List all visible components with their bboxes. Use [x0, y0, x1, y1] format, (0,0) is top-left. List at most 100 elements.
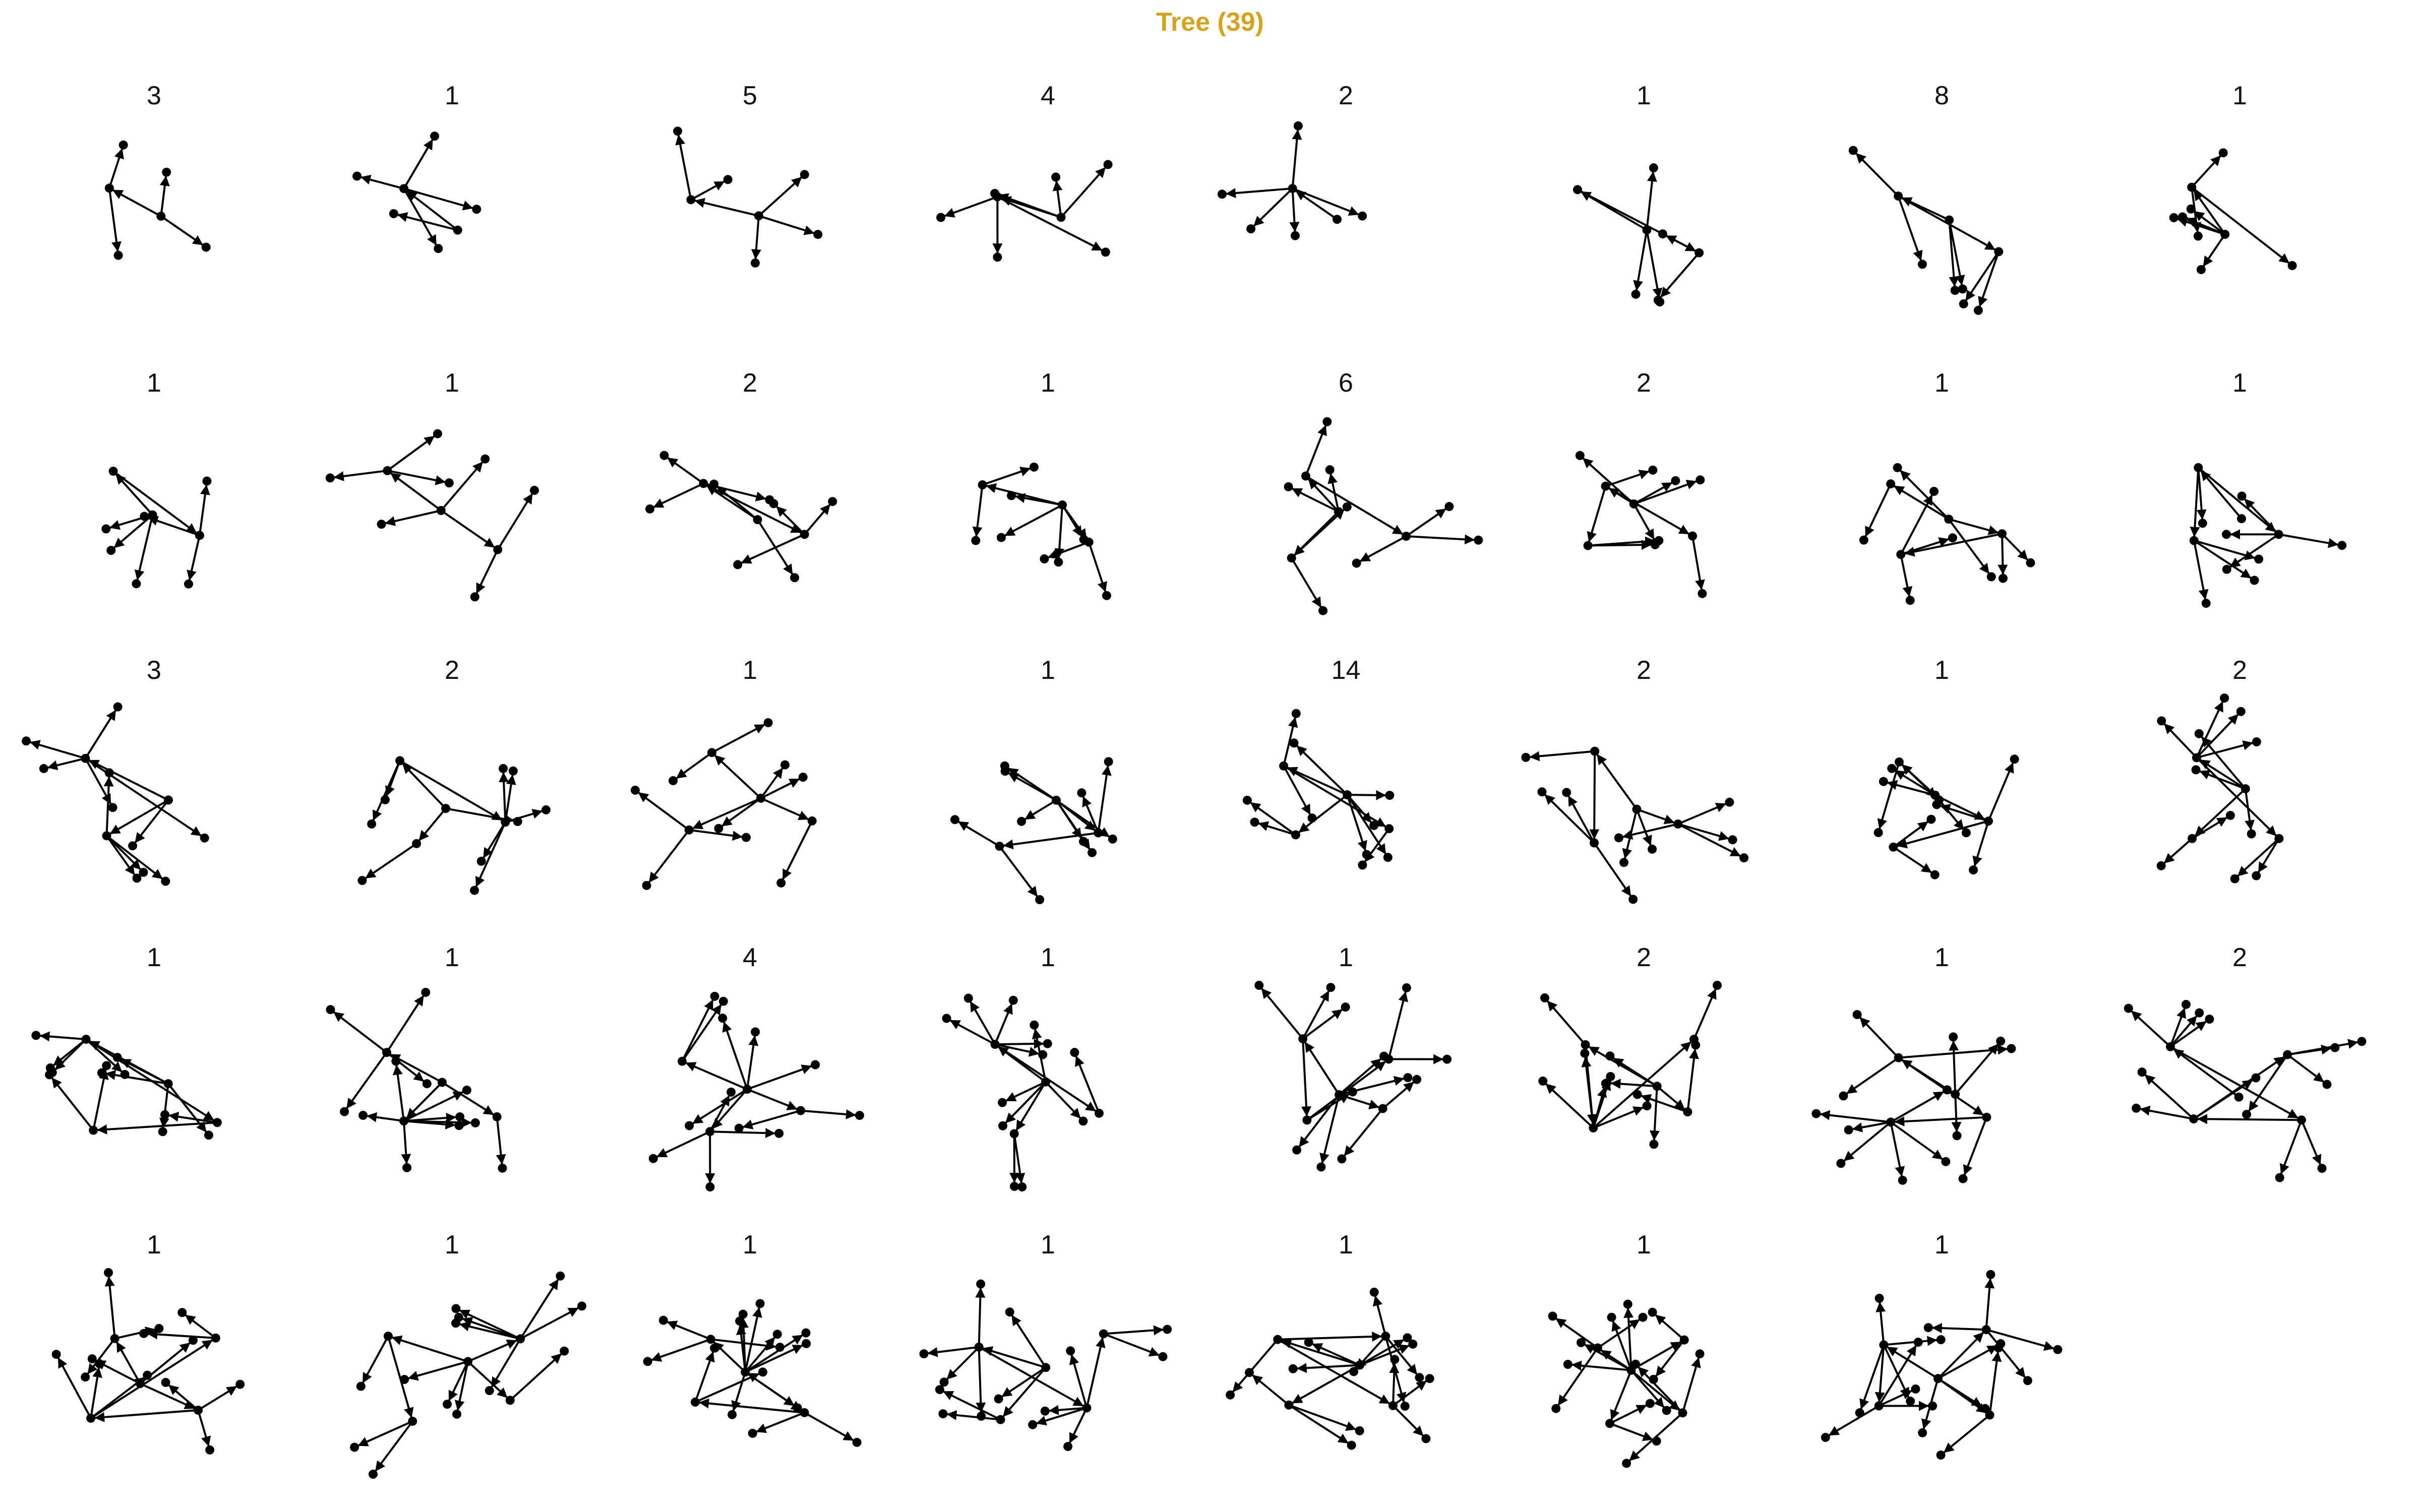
tree-edge — [944, 196, 998, 218]
tree-node — [852, 1437, 862, 1447]
tree-panel: 2 — [1495, 307, 1793, 598]
tree-edge — [1015, 1081, 1047, 1131]
tree-node — [454, 1121, 464, 1130]
tree-node — [1369, 1287, 1379, 1297]
tree-node — [1316, 1162, 1326, 1172]
tree-graph — [2156, 694, 2284, 884]
tree-edge — [1547, 1000, 1587, 1046]
tree-node — [2205, 1015, 2214, 1024]
tree-node — [706, 1335, 715, 1344]
tree-edge — [112, 470, 197, 534]
tree-edge — [751, 216, 761, 260]
tree-graph — [101, 466, 212, 589]
tree-node — [452, 1409, 462, 1419]
tree-node — [718, 996, 728, 1006]
tree-edge — [681, 1004, 722, 1062]
panel-count-label: 4 — [1041, 81, 1055, 110]
tree-edge — [2196, 740, 2254, 759]
tree-node — [1623, 1299, 1632, 1309]
tree-node — [1334, 507, 1343, 517]
tree-node — [421, 987, 431, 997]
tree-edge — [804, 504, 830, 535]
tree-node — [741, 1367, 750, 1377]
tree-node — [1030, 1020, 1039, 1030]
tree-panel: 2 — [2091, 595, 2389, 884]
tree-node — [1412, 1075, 1422, 1084]
tree-edge — [198, 484, 210, 536]
tree-node — [1577, 1338, 1586, 1347]
tree-node — [1673, 819, 1683, 829]
tree-node — [1629, 499, 1639, 509]
tree-edge — [467, 1360, 508, 1398]
tree-node — [1695, 248, 1704, 258]
tree-edge — [1931, 1323, 1986, 1334]
tree-node — [113, 250, 123, 260]
tree-panel: 1 — [601, 595, 899, 890]
tree-edge — [698, 1398, 805, 1414]
tree-node — [1379, 1051, 1389, 1061]
tree-node — [1108, 834, 1117, 844]
tree-panel: 2 — [601, 307, 899, 595]
tree-panel: 1 — [1495, 20, 1793, 307]
tree-edge — [1283, 765, 1311, 815]
tree-node — [2165, 1042, 2175, 1051]
tree-node — [2241, 784, 2250, 794]
tree-node — [200, 833, 209, 843]
tree-node — [2007, 1044, 2016, 1053]
tree-edge — [998, 193, 1062, 219]
tree-node — [1000, 767, 1010, 776]
tree-node — [1898, 1175, 1907, 1185]
tree-node — [1601, 1079, 1610, 1088]
tree-node — [1894, 1053, 1903, 1062]
tree-edge — [1048, 1405, 1087, 1415]
tree-node — [2222, 564, 2231, 574]
tree-edge — [197, 1385, 237, 1411]
tree-node — [1349, 1367, 1359, 1376]
tree-node — [1103, 160, 1113, 169]
tree-node — [499, 764, 508, 773]
tree-edge — [1008, 772, 1057, 801]
tree-panel: 1 — [303, 1169, 601, 1479]
tree-edge — [386, 995, 425, 1053]
tree-graph — [357, 756, 551, 895]
tree-node — [163, 795, 173, 805]
tree-node — [1874, 1401, 1884, 1411]
tree-node — [936, 213, 946, 222]
tree-node — [798, 773, 808, 782]
tree-node — [756, 793, 766, 803]
tree-edge — [1978, 251, 2000, 307]
tree-node — [161, 876, 170, 886]
tree-node — [950, 815, 960, 825]
tree-node — [87, 1354, 97, 1364]
tree-edge — [367, 1112, 404, 1122]
tree-node — [1614, 833, 1623, 843]
tree-edge — [406, 1082, 443, 1119]
tree-node — [705, 1182, 715, 1191]
tree-node — [2026, 558, 2035, 568]
tree-edge — [1898, 1057, 1984, 1116]
tree-node — [357, 875, 367, 885]
tree-node — [1245, 1368, 1254, 1377]
tree-panel: 14 — [1197, 595, 1495, 882]
tree-node — [1601, 481, 1610, 491]
tree-edge — [403, 188, 437, 246]
tree-node — [194, 1405, 203, 1415]
tree-edge — [1253, 187, 1294, 227]
tree-node — [2169, 213, 2179, 222]
tree-node — [556, 1271, 565, 1281]
tree-edge — [390, 472, 442, 512]
tree-node — [2189, 1114, 2199, 1124]
tree-edge — [1405, 508, 1446, 537]
tree-node — [1301, 471, 1310, 481]
tree-node — [772, 1330, 782, 1339]
tree-graph — [326, 987, 507, 1173]
tree-node — [2220, 694, 2229, 703]
tree-node — [2251, 1073, 2261, 1083]
tree-edge — [1005, 1081, 1047, 1123]
tree-edge — [1567, 795, 1595, 844]
panel-count-label: 1 — [1041, 368, 1055, 398]
tree-node — [1347, 1440, 1356, 1450]
tree-edge — [1972, 821, 1989, 867]
tree-graph — [1873, 754, 2019, 879]
tree-node — [412, 839, 421, 848]
